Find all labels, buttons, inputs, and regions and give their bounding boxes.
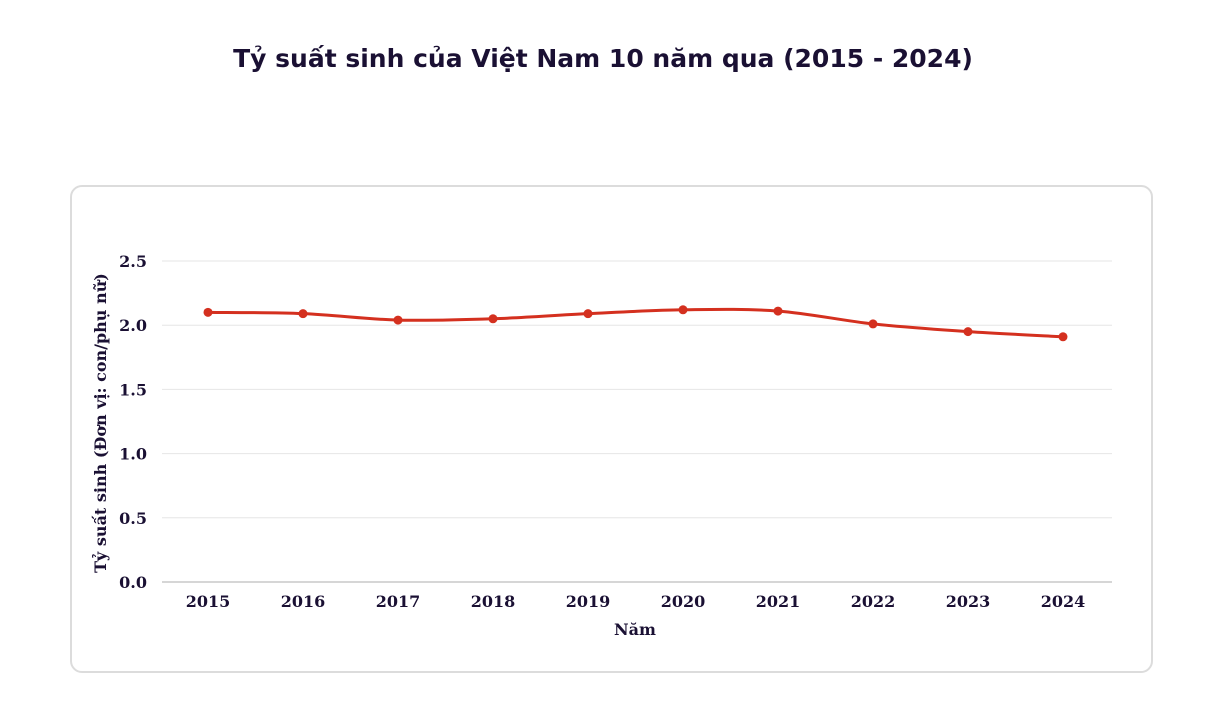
data-point <box>583 309 593 319</box>
data-point <box>488 314 498 324</box>
data-point <box>298 309 308 319</box>
data-point <box>393 315 403 325</box>
x-tick-label: 2017 <box>376 592 421 611</box>
y-axis-ticks: 0.0 0.5 1.0 1.5 2.0 2.5 <box>119 252 147 592</box>
x-axis-title: Năm <box>614 620 656 639</box>
data-point <box>1058 332 1068 342</box>
y-tick-label: 2.0 <box>119 316 147 335</box>
y-tick-label: 1.0 <box>119 445 147 464</box>
y-axis-title: Tỷ suất sinh (Đơn vị: con/phụ nữ) <box>91 273 110 573</box>
x-tick-label: 2023 <box>946 592 991 611</box>
x-tick-label: 2018 <box>471 592 516 611</box>
x-tick-label: 2020 <box>661 592 706 611</box>
y-tick-label: 0.5 <box>119 509 147 528</box>
line-chart: 0.00.51.01.52.02.5 2015 2016 2017 2018 2019 2… <box>91 252 1112 639</box>
y-tick-label: 0.0 <box>119 573 147 592</box>
data-point <box>678 305 688 315</box>
chart-title: Tỷ suất sinh của Việt Nam 10 năm qua (20… <box>233 44 973 73</box>
data-point <box>868 319 878 329</box>
y-tick-label: 2.5 <box>119 252 147 271</box>
x-tick-label: 2019 <box>566 592 611 611</box>
series-points <box>203 305 1068 342</box>
y-tick-label: 1.5 <box>119 380 147 399</box>
grid-lines <box>162 260 1112 583</box>
data-point <box>963 327 973 337</box>
x-axis-ticks: 2015 2016 2017 2018 2019 2020 2021 2022 2023 2024 <box>186 592 1086 611</box>
x-tick-label: 2016 <box>281 592 326 611</box>
x-tick-label: 2022 <box>851 592 896 611</box>
x-tick-label: 2021 <box>756 592 801 611</box>
chart-card: 0.0 0.5 1.0 1.5 2.0 2.5 2015 2016 2017 2018 2019 2… <box>70 185 1153 673</box>
data-point <box>203 307 213 317</box>
x-tick-label: 2024 <box>1041 592 1086 611</box>
data-point <box>773 306 783 316</box>
x-tick-label: 2015 <box>186 592 231 611</box>
series-line <box>207 307 1064 339</box>
